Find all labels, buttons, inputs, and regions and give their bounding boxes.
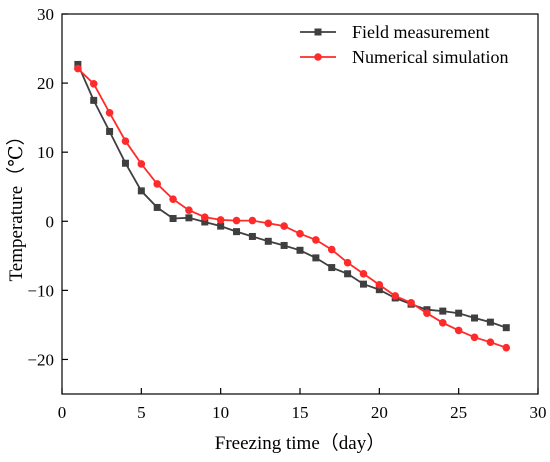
x-tick-label: 30	[530, 403, 547, 422]
series-1	[74, 60, 510, 332]
data-point	[233, 228, 241, 236]
x-axis-title: Freezing time（day）	[215, 432, 385, 454]
legend-label: Numerical simulation	[352, 47, 508, 67]
data-point	[201, 218, 209, 226]
legend-item: Numerical simulation	[300, 47, 508, 67]
data-point	[169, 215, 177, 223]
data-point	[153, 180, 161, 188]
legend-label: Field measurement	[352, 22, 489, 42]
y-tick-label: 30	[37, 5, 54, 24]
data-point	[169, 195, 177, 203]
data-point	[74, 60, 82, 68]
data-point	[153, 203, 161, 211]
x-tick-label: 15	[292, 403, 309, 422]
data-point	[248, 216, 257, 225]
data-point	[185, 206, 193, 215]
data-point	[89, 79, 98, 88]
x-tick-label: 20	[371, 403, 388, 422]
series-line	[77, 67, 507, 349]
y-tick-label: 0	[46, 212, 55, 231]
x-tick-label: 0	[58, 403, 67, 422]
series-line	[77, 64, 507, 329]
data-point	[486, 318, 494, 326]
legend: Field measurement Numerical simulation	[300, 22, 508, 67]
data-point	[296, 229, 304, 238]
plot-frame	[61, 13, 539, 395]
x-axis: 0 5 10 15 20 25 30	[58, 388, 547, 422]
data-point	[359, 269, 368, 278]
data-point	[407, 299, 415, 307]
y-tick-label: −20	[27, 350, 54, 369]
data-point	[391, 292, 400, 300]
y-tick-label: −10	[27, 281, 54, 300]
data-point	[375, 286, 383, 294]
y-axis: −20 −10 0 10 20 30	[27, 5, 68, 369]
legend-marker	[314, 28, 322, 36]
data-point	[74, 64, 82, 73]
data-point	[137, 160, 146, 168]
data-point	[502, 324, 510, 332]
y-tick-label: 20	[37, 74, 54, 93]
data-point	[327, 245, 336, 254]
data-point	[471, 314, 479, 322]
data-point	[105, 109, 114, 117]
data-point	[328, 264, 336, 272]
y-tick-label: 10	[37, 143, 54, 162]
x-tick-label: 25	[450, 403, 467, 422]
data-point	[439, 319, 447, 327]
data-point	[216, 216, 225, 224]
data-point	[296, 246, 304, 254]
data-point	[423, 309, 431, 317]
data-point	[201, 213, 209, 221]
data-point	[121, 159, 129, 167]
data-point	[343, 258, 352, 267]
data-point	[502, 343, 511, 352]
data-point	[312, 254, 320, 262]
data-point	[439, 307, 447, 315]
data-point	[137, 187, 145, 195]
data-point	[106, 127, 114, 135]
data-point	[455, 309, 463, 317]
series-layer	[74, 60, 511, 352]
data-point	[121, 137, 130, 145]
data-point	[248, 232, 256, 240]
data-point	[470, 333, 479, 342]
data-point	[90, 96, 98, 104]
data-point	[359, 280, 367, 288]
data-point	[264, 237, 272, 245]
data-point	[486, 338, 495, 346]
plot-area	[61, 13, 539, 395]
series-2	[74, 64, 511, 352]
data-point	[312, 236, 320, 244]
legend-item: Field measurement	[300, 22, 489, 42]
x-tick-label: 10	[212, 403, 229, 422]
data-point	[454, 326, 463, 335]
data-point	[217, 222, 225, 230]
data-point	[280, 222, 288, 230]
data-point	[185, 214, 193, 222]
data-point	[264, 219, 273, 228]
data-point	[280, 241, 288, 249]
y-axis-title: Temperature（℃）	[5, 127, 27, 282]
data-point	[375, 281, 384, 289]
data-point	[232, 216, 241, 225]
legend-marker	[314, 53, 322, 61]
x-tick-label: 5	[137, 403, 146, 422]
data-point	[344, 270, 352, 278]
